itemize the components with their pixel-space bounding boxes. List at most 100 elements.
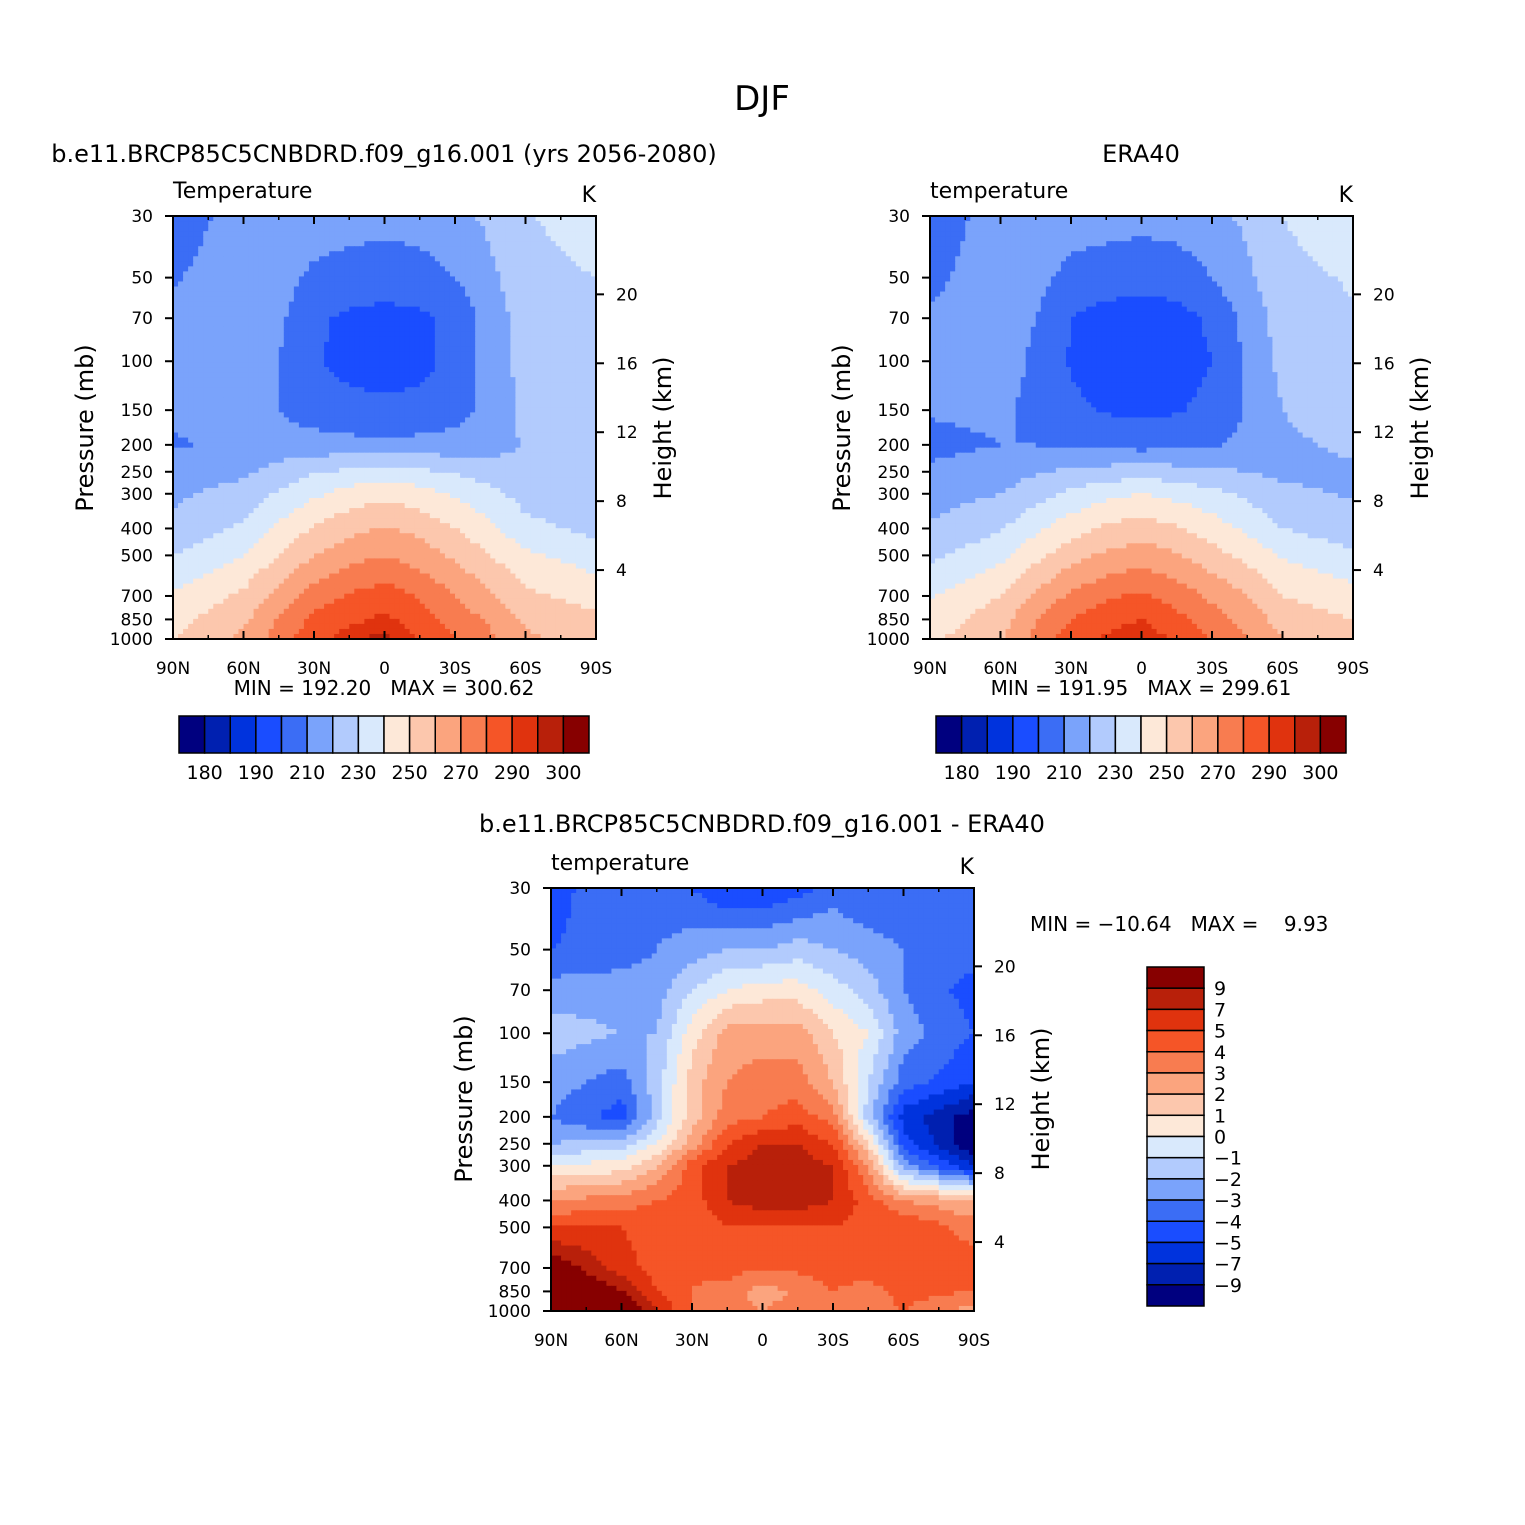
contour-cell — [571, 261, 577, 267]
contour-cell — [536, 292, 542, 298]
contour-cell — [249, 322, 255, 328]
contour-cell — [576, 246, 582, 252]
contour-cell — [445, 261, 451, 267]
contour-cell — [274, 468, 280, 474]
contour-cell — [415, 402, 421, 408]
contour-cell — [223, 236, 229, 242]
contour-cell — [203, 332, 209, 338]
contour-cell — [304, 458, 310, 464]
contour-cell — [294, 302, 300, 308]
contour-cell — [485, 443, 491, 449]
contour-cell — [183, 468, 189, 474]
contour-cell — [531, 458, 537, 464]
contour-cell — [339, 428, 345, 434]
contour-cell — [430, 287, 436, 293]
contour-cell — [430, 281, 436, 287]
contour-cell — [415, 261, 421, 267]
contour-cell — [450, 251, 456, 257]
contour-cell — [223, 463, 229, 469]
contour-cell — [390, 508, 396, 514]
contour-cell — [425, 372, 431, 378]
contour-cell — [395, 226, 401, 232]
contour-cell — [193, 261, 199, 267]
contour-cell — [183, 256, 189, 262]
contour-cell — [319, 407, 325, 413]
contour-cell — [440, 372, 446, 378]
contour-cell — [379, 392, 385, 398]
contour-cell — [284, 231, 290, 237]
contour-cell — [526, 508, 532, 514]
contour-cell — [309, 292, 315, 298]
contour-cell — [430, 322, 436, 328]
contour-cell — [551, 422, 557, 428]
contour-cell — [284, 428, 290, 434]
contour-cell — [586, 352, 592, 358]
contour-cell — [238, 231, 244, 237]
contour-cell — [425, 458, 431, 464]
contour-cell — [576, 372, 582, 378]
contour-cell — [531, 256, 537, 262]
contour-cell — [364, 302, 370, 308]
contour-cell — [480, 322, 486, 328]
contour-cell — [440, 508, 446, 514]
contour-cell — [274, 392, 280, 398]
contour-cell — [490, 292, 496, 298]
contour-cell — [284, 397, 290, 403]
contour-cell — [259, 281, 265, 287]
contour-cell — [526, 292, 532, 298]
contour-cell — [193, 463, 199, 469]
contour-cell — [556, 251, 562, 257]
contour-cell — [405, 498, 411, 504]
contour-cell — [515, 372, 521, 378]
contour-cell — [475, 422, 481, 428]
contour-cell — [490, 448, 496, 454]
contour-cell — [480, 251, 486, 257]
contour-cell — [349, 397, 355, 403]
contour-cell — [561, 241, 567, 247]
contour-cell — [374, 276, 380, 282]
contour-cell — [566, 322, 572, 328]
contour-cell — [203, 392, 209, 398]
contour-cell — [244, 317, 250, 323]
contour-cell — [581, 236, 587, 242]
contour-cell — [470, 402, 476, 408]
contour-cell — [515, 236, 521, 242]
contour-cell — [561, 367, 567, 373]
contour-cell — [435, 402, 441, 408]
contour-cell — [264, 297, 270, 303]
contour-cell — [294, 317, 300, 323]
contour-cell — [566, 256, 572, 262]
contour-cell — [264, 508, 270, 514]
contour-cell — [556, 438, 562, 444]
contour-cell — [218, 372, 224, 378]
contour-cell — [324, 493, 330, 499]
contour-cell — [551, 377, 557, 383]
contour-cell — [520, 337, 526, 343]
contour-cell — [556, 422, 562, 428]
contour-cell — [531, 443, 537, 449]
contour-cell — [395, 241, 401, 247]
contour-cell — [470, 392, 476, 398]
contour-cell — [264, 367, 270, 373]
contour-cell — [198, 503, 204, 509]
contour-cell — [495, 271, 501, 277]
contour-cell — [425, 347, 431, 353]
contour-cell — [500, 292, 506, 298]
contour-cell — [415, 372, 421, 378]
contour-cell — [213, 453, 219, 459]
contour-cell — [344, 503, 350, 509]
contour-cell — [223, 493, 229, 499]
contour-cell — [259, 347, 265, 353]
contour-cell — [515, 367, 521, 373]
contour-cell — [410, 387, 416, 393]
contour-cell — [254, 332, 260, 338]
contour-cell — [244, 251, 250, 257]
contour-cell — [213, 342, 219, 348]
contour-cell — [309, 483, 315, 489]
contour-cell — [198, 236, 204, 242]
contour-cell — [183, 261, 189, 267]
contour-cell — [405, 256, 411, 262]
contour-cell — [369, 317, 375, 323]
contour-cell — [465, 382, 471, 388]
contour-cell — [188, 266, 194, 272]
